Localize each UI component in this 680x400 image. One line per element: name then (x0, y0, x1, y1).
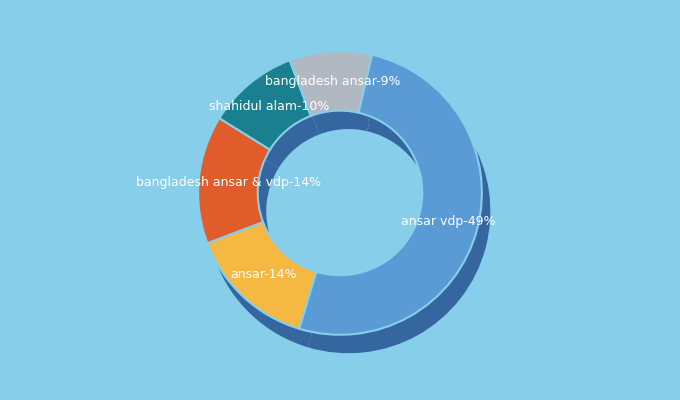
Wedge shape (207, 222, 316, 329)
Wedge shape (207, 137, 279, 262)
Wedge shape (216, 240, 325, 347)
Wedge shape (299, 70, 380, 134)
Wedge shape (290, 51, 372, 116)
Text: ansar vdp-49%: ansar vdp-49% (401, 215, 496, 228)
Wedge shape (198, 118, 270, 243)
Wedge shape (220, 60, 311, 150)
Text: bangladesh ansar-9%: bangladesh ansar-9% (265, 74, 400, 88)
Text: shahidul alam-10%: shahidul alam-10% (209, 100, 329, 113)
Wedge shape (299, 55, 482, 335)
Wedge shape (307, 73, 490, 353)
Text: ansar-14%: ansar-14% (231, 268, 296, 281)
Wedge shape (228, 79, 320, 168)
Text: bangladesh ansar & vdp-14%: bangladesh ansar & vdp-14% (136, 176, 321, 189)
